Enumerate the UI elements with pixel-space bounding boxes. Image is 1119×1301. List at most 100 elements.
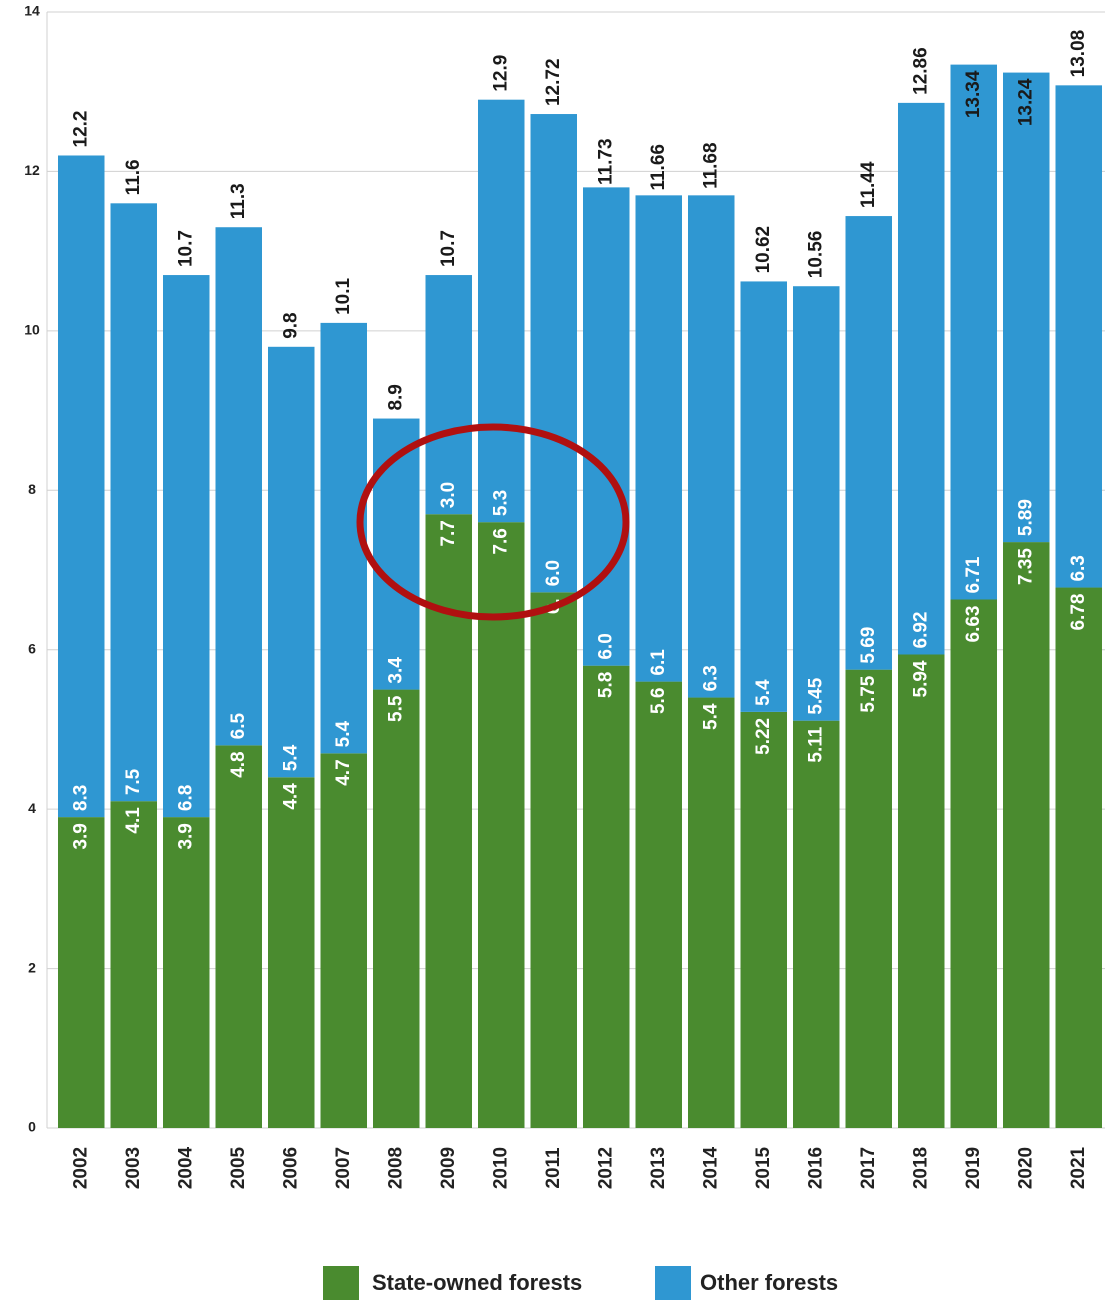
value-label: 6.3 <box>700 665 721 691</box>
bar-segment <box>688 195 735 698</box>
value-label: 6.78 <box>1068 594 1089 631</box>
x-tick-label: 2021 <box>1068 1146 1089 1189</box>
total-label: 11.66 <box>648 144 669 191</box>
value-label: 8.3 <box>70 785 91 811</box>
total-label: 13.08 <box>1068 30 1089 78</box>
total-label: 11.68 <box>700 142 721 189</box>
value-label: 5.5 <box>385 695 406 722</box>
bar-segment <box>268 346 315 778</box>
total-label: 8.9 <box>385 384 406 410</box>
value-label: 5.4 <box>280 744 301 771</box>
value-label: 5.4 <box>753 679 774 706</box>
x-tick-label: 2006 <box>280 1147 301 1189</box>
value-label: 6.8 <box>175 785 196 811</box>
bar-segment <box>898 102 945 655</box>
total-label: 11.6 <box>123 159 144 195</box>
value-label: 4.7 <box>333 759 354 785</box>
legend-label: State-owned forests <box>372 1270 582 1295</box>
bar-segment <box>583 665 630 1128</box>
total-label: 10.56 <box>805 231 826 279</box>
bar-segment <box>478 522 525 1128</box>
highlight-circle <box>356 423 630 621</box>
x-tick-label: 2017 <box>858 1147 879 1189</box>
bar-segment <box>373 689 420 1128</box>
y-tick-label: 2 <box>28 959 36 975</box>
x-tick-label: 2011 <box>543 1147 564 1189</box>
x-tick-label: 2005 <box>228 1146 249 1189</box>
value-label: 6.1 <box>648 649 669 676</box>
value-label: 6.3 <box>1068 555 1089 581</box>
value-label: 6.71 <box>963 556 984 593</box>
value-label: 7.35 <box>1015 548 1036 585</box>
bar-segment <box>530 114 577 593</box>
y-tick-label: 4 <box>28 800 36 816</box>
bar-segment <box>163 817 210 1128</box>
total-label: 12.9 <box>490 55 511 92</box>
legend-swatch <box>323 1266 359 1300</box>
bar-segment <box>950 599 997 1128</box>
y-tick-label: 14 <box>24 3 40 19</box>
total-label: 11.3 <box>228 183 249 219</box>
total-label: 10.62 <box>753 226 774 274</box>
value-label: 5.6 <box>648 688 669 714</box>
bar-segment <box>1055 85 1102 588</box>
x-tick-label: 2012 <box>595 1147 616 1189</box>
value-label: 5.3 <box>490 490 511 516</box>
x-tick-label: 2003 <box>123 1147 144 1189</box>
value-label: 6.0 <box>595 633 616 659</box>
value-label: 5.89 <box>1015 499 1036 536</box>
bar-segment <box>530 592 577 1128</box>
bar-segment <box>583 187 630 666</box>
x-tick-label: 2014 <box>700 1146 721 1189</box>
y-tick-label: 0 <box>28 1119 36 1135</box>
bar-segment <box>215 745 262 1128</box>
bar-segment <box>110 801 157 1128</box>
total-label: 10.7 <box>438 230 459 267</box>
bar-segment <box>58 155 105 818</box>
x-tick-label: 2013 <box>648 1147 669 1189</box>
bar-segment <box>845 216 892 670</box>
x-tick-label: 2010 <box>490 1147 511 1189</box>
bar-segment <box>268 777 315 1128</box>
bar-segment <box>110 203 157 802</box>
x-tick-label: 2004 <box>175 1146 196 1189</box>
legend-swatch <box>655 1266 691 1300</box>
bar-segment <box>1003 542 1050 1128</box>
x-tick-label: 2002 <box>70 1147 91 1189</box>
bar-segment <box>478 99 525 523</box>
total-label: 9.8 <box>280 312 301 338</box>
value-label: 5.75 <box>858 675 879 712</box>
value-label: 5.4 <box>333 720 354 747</box>
value-label: 3.4 <box>385 657 406 684</box>
value-label: 4.1 <box>123 807 144 834</box>
labels: 2002 3.9 8.3 12.2 2003 4.1 7.5 11.6 2004 3.9 6.8 10… <box>70 30 1089 1189</box>
bar-segment <box>163 275 210 818</box>
x-tick-label: 2020 <box>1015 1147 1036 1189</box>
total-label: 12.72 <box>543 58 564 106</box>
bar-segment <box>845 669 892 1128</box>
x-tick-label: 2007 <box>333 1147 354 1189</box>
bar-segment <box>58 817 105 1128</box>
bar-segment <box>793 720 840 1128</box>
bar-segment <box>320 753 367 1128</box>
x-tick-label: 2019 <box>963 1147 984 1189</box>
bar-segment <box>425 275 472 515</box>
bars <box>58 64 1102 1128</box>
value-label: 3.9 <box>70 823 91 849</box>
value-label: 6.5 <box>228 713 249 740</box>
value-label: 7.7 <box>438 520 459 546</box>
bar-segment <box>1055 587 1102 1128</box>
total-label: 12.2 <box>70 111 91 148</box>
bar-segment <box>950 64 997 600</box>
value-label: 6.63 <box>963 605 984 642</box>
value-label: 7.5 <box>123 768 144 795</box>
y-tick-label: 6 <box>28 640 36 656</box>
total-label: 12.86 <box>910 47 931 95</box>
legend: State-owned forests Other forests <box>323 1266 838 1300</box>
x-tick-label: 2016 <box>805 1147 826 1189</box>
y-tick-label: 12 <box>24 162 40 178</box>
legend-label: Other forests <box>700 1270 838 1295</box>
total-label: 10.7 <box>175 230 196 267</box>
bar-segment <box>635 195 682 682</box>
value-label: 5.11 <box>805 726 826 762</box>
